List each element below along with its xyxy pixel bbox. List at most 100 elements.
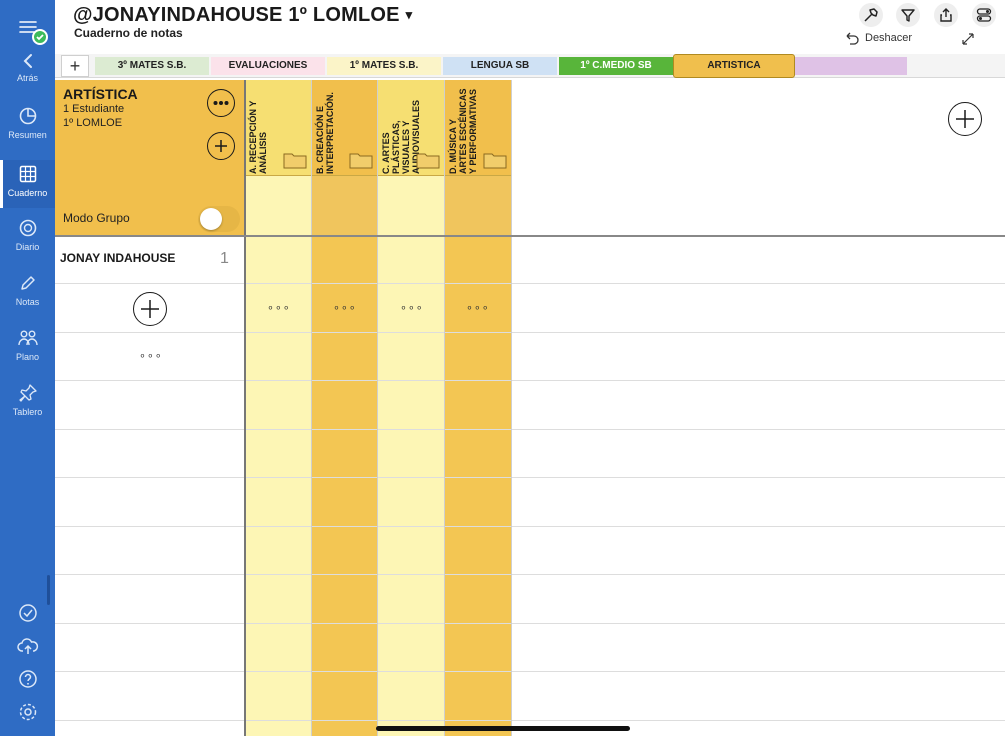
group-student-count: 1 Estudiante <box>63 103 125 115</box>
people-icon <box>17 330 38 346</box>
row-divider <box>55 332 1005 333</box>
expand-icon[interactable] <box>960 31 976 52</box>
add-category-button[interactable] <box>948 102 982 136</box>
sidebar: Atrás Resumen Cuaderno Diario Notas Plan… <box>0 0 55 736</box>
add-student-button[interactable] <box>133 292 167 326</box>
home-indicator <box>376 726 630 731</box>
column-divider <box>311 80 312 736</box>
tabs-bar: + 3º MATES S.B. EVALUACIONES 1º MATES S.… <box>55 54 1005 78</box>
column-b-summary-cell[interactable] <box>311 175 377 235</box>
sidebar-item-label: Notas <box>15 297 40 307</box>
page-title-text: @JONAYINDAHOUSE 1º LOMLOE <box>73 4 400 26</box>
chat-icon <box>19 219 36 237</box>
sidebar-item-atras[interactable]: Atrás <box>0 53 55 83</box>
grid-icon <box>19 165 36 183</box>
group-options-button[interactable] <box>207 89 235 117</box>
cloud-upload-icon[interactable] <box>17 636 39 661</box>
row-options[interactable]: ∘∘∘ <box>139 350 163 362</box>
toggles-icon <box>976 8 992 22</box>
sidebar-item-resumen[interactable]: Resumen <box>0 106 55 140</box>
tab-lengua[interactable]: LENGUA SB <box>443 57 557 75</box>
sidebar-item-label: Resumen <box>8 130 47 140</box>
column-b-options[interactable]: ∘∘∘ <box>333 302 357 314</box>
checkmark-circle-icon[interactable] <box>18 603 38 628</box>
filter-button[interactable] <box>896 3 920 27</box>
tab-artistica[interactable]: ARTISTICA <box>673 54 795 78</box>
sidebar-item-plano[interactable]: Plano <box>0 328 55 362</box>
column-d-summary-cell[interactable] <box>444 175 511 235</box>
page-title[interactable]: @JONAYINDAHOUSE 1º LOMLOE ▾ <box>73 4 412 27</box>
column-d-options[interactable]: ∘∘∘ <box>466 302 490 314</box>
sidebar-item-diario[interactable]: Diario <box>0 218 55 252</box>
column-c-options[interactable]: ∘∘∘ <box>400 302 424 314</box>
group-mode-toggle[interactable] <box>198 206 240 232</box>
column-b-body <box>311 235 377 736</box>
folder-icon[interactable] <box>483 150 507 169</box>
folder-icon[interactable] <box>283 150 307 169</box>
group-header-panel: ARTÍSTICA 1 Estudiante 1º LOMLOE Modo Gr… <box>55 80 244 235</box>
row-divider <box>55 283 1005 284</box>
folder-icon[interactable] <box>349 150 373 169</box>
toggle-knob <box>200 208 222 230</box>
tab-3-mates[interactable]: 3º MATES S.B. <box>95 57 209 75</box>
undo-button[interactable]: Deshacer <box>846 32 912 45</box>
sidebar-item-label: Atrás <box>16 73 38 83</box>
row-divider <box>55 623 1005 624</box>
column-c-body <box>377 235 444 736</box>
sidebar-scrollbar[interactable] <box>47 575 50 605</box>
hammer-icon <box>864 8 878 22</box>
column-label-b: B. CREACIÓN E INTERPRETACIÓN. <box>315 92 335 174</box>
help-icon[interactable] <box>18 669 38 694</box>
column-c-summary-cell[interactable] <box>377 175 444 235</box>
row-divider <box>55 526 1005 527</box>
tools-button[interactable] <box>859 3 883 27</box>
sidebar-item-label: Tablero <box>12 407 43 417</box>
sync-status-badge <box>32 29 48 45</box>
column-a-body <box>244 235 311 736</box>
add-tab-button[interactable]: + <box>61 55 89 77</box>
add-column-button[interactable] <box>207 132 235 160</box>
share-button[interactable] <box>934 3 958 27</box>
title-dropdown-icon[interactable]: ▾ <box>405 7 413 22</box>
more-icon <box>213 101 229 105</box>
share-icon <box>940 8 952 22</box>
column-a-summary-cell[interactable] <box>244 175 311 235</box>
column-d-body <box>444 235 511 736</box>
pie-chart-icon <box>19 107 36 125</box>
tab-evaluaciones[interactable]: EVALUACIONES <box>211 57 325 75</box>
sidebar-item-label: Plano <box>15 352 40 362</box>
row-divider <box>55 574 1005 575</box>
column-a-options[interactable]: ∘∘∘ <box>267 302 291 314</box>
undo-icon <box>846 32 859 45</box>
gradebook-grid: ARTÍSTICA 1 Estudiante 1º LOMLOE Modo Gr… <box>55 80 1005 736</box>
tab-purple[interactable] <box>795 57 907 75</box>
row-divider <box>55 671 1005 672</box>
header-divider <box>55 235 1005 237</box>
sidebar-item-label: Cuaderno <box>7 188 48 198</box>
row-divider <box>55 429 1005 430</box>
column-label-d: D. MÚSICA Y ARTES ESCÉNICAS Y PERFORMATI… <box>448 88 478 174</box>
row-divider <box>55 720 1005 721</box>
column-divider <box>444 80 445 736</box>
folder-icon[interactable] <box>416 150 440 169</box>
sidebar-item-label: Diario <box>15 242 40 252</box>
chevron-left-icon <box>23 54 32 68</box>
column-label-c: C. ARTES PLÁSTICAS, VISUALES Y AUDIOVISU… <box>381 99 421 174</box>
sidebar-item-notas[interactable]: Notas <box>0 273 55 307</box>
page-subtitle: Cuaderno de notas <box>74 26 183 40</box>
row-divider <box>55 477 1005 478</box>
column-label-a: A. RECEPCIÓN Y ANÁLISIS <box>248 100 268 174</box>
student-number: 1 <box>220 250 229 267</box>
plus-icon <box>215 140 227 152</box>
column-divider <box>511 80 512 736</box>
toggles-button[interactable] <box>972 3 996 27</box>
sidebar-item-cuaderno[interactable]: Cuaderno <box>0 160 55 208</box>
row-divider <box>55 380 1005 381</box>
tab-c-medio[interactable]: 1º C.MEDIO SB <box>559 57 673 75</box>
student-name[interactable]: JONAY INDAHOUSE <box>60 251 176 265</box>
tab-1-mates[interactable]: 1º MATES S.B. <box>327 57 441 75</box>
settings-gear-icon[interactable] <box>18 702 38 727</box>
frozen-column-divider <box>244 80 246 736</box>
sidebar-item-tablero[interactable]: Tablero <box>0 383 55 417</box>
filter-icon <box>901 9 915 22</box>
